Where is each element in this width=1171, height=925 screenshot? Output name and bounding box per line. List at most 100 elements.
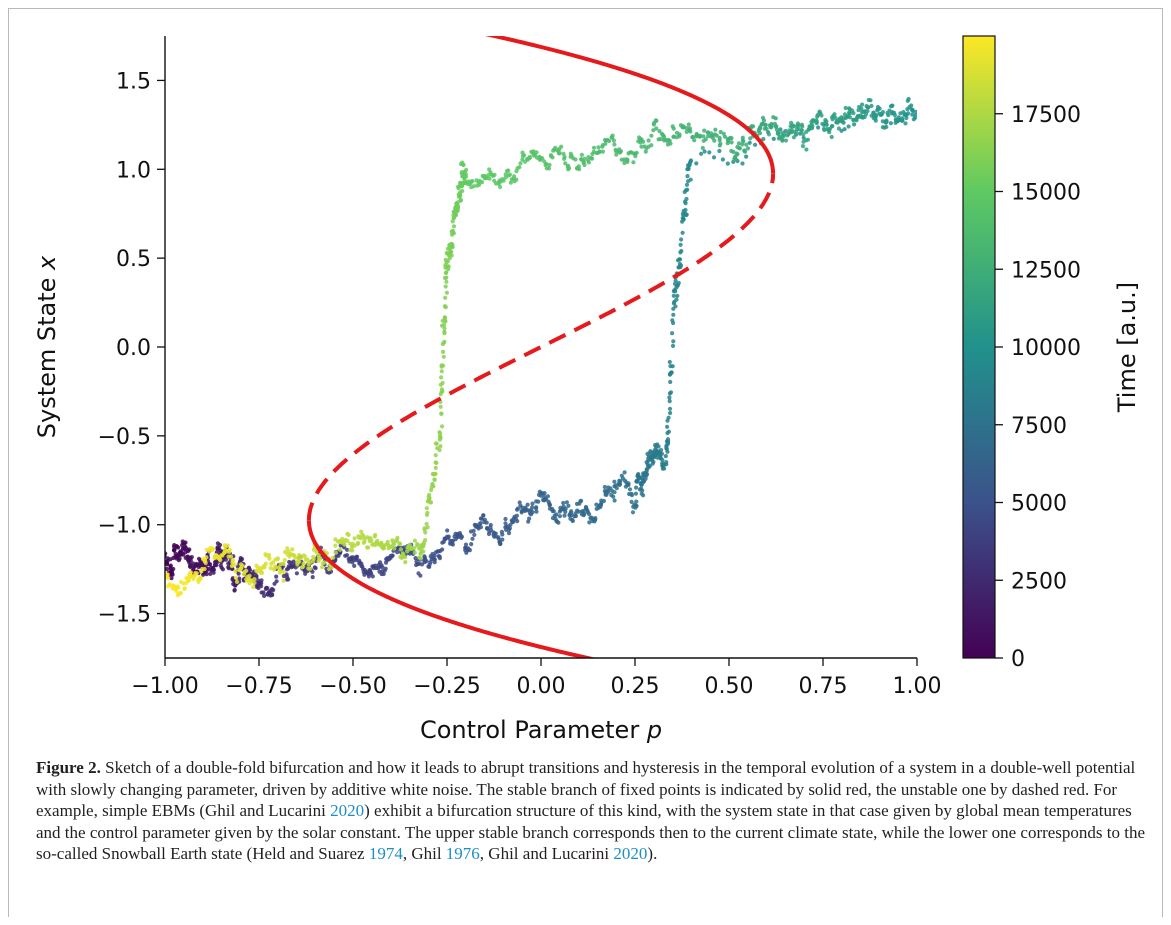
- trajectory-point: [478, 521, 483, 526]
- trajectory-point: [598, 503, 603, 508]
- trajectory-point: [668, 390, 674, 395]
- colorbar-ticks: 0 2500 5000 7500 10000 12500 15000 17500: [995, 103, 1081, 672]
- trajectory-point: [303, 571, 308, 576]
- trajectory-point: [300, 565, 305, 570]
- trajectory-point: [607, 138, 612, 144]
- trajectory-point: [692, 138, 697, 143]
- trajectory-point: [614, 152, 619, 157]
- trajectory-point: [590, 151, 595, 157]
- trajectory-point: [902, 112, 907, 117]
- trajectory-point: [451, 224, 457, 229]
- trajectory-point: [352, 536, 357, 541]
- trajectory-point: [171, 566, 176, 572]
- trajectory-point: [346, 532, 351, 538]
- trajectory-point: [675, 283, 681, 288]
- trajectory-point: [729, 148, 734, 154]
- citation-link[interactable]: 2020: [613, 844, 648, 864]
- trajectory-point: [506, 168, 511, 173]
- trajectory-point: [413, 556, 418, 561]
- trajectory-point: [640, 480, 646, 485]
- trajectory-point: [284, 572, 289, 577]
- citation-link[interactable]: 1974: [368, 844, 403, 864]
- trajectory-point: [472, 532, 477, 538]
- colorbar-tick-label: 15000: [1011, 181, 1081, 206]
- trajectory-point: [443, 295, 448, 300]
- trajectory-point: [766, 132, 772, 137]
- trajectory-point: [226, 554, 231, 559]
- trajectory-point: [636, 139, 641, 144]
- trajectory-point: [444, 279, 449, 284]
- trajectory-point: [642, 144, 647, 149]
- citation-link[interactable]: 2020: [330, 801, 365, 821]
- trajectory-point: [626, 482, 631, 487]
- trajectory-point: [629, 499, 634, 504]
- trajectory-point: [438, 444, 443, 449]
- trajectory-point: [566, 163, 571, 168]
- trajectory-point: [444, 290, 449, 295]
- x-tick-label: 0.00: [517, 674, 566, 699]
- trajectory-point: [506, 531, 512, 536]
- trajectory-point: [295, 560, 300, 565]
- trajectory-point: [631, 160, 636, 165]
- trajectory-point: [674, 297, 679, 302]
- trajectory-point: [444, 270, 449, 275]
- trajectory-point: [547, 503, 552, 508]
- trajectory-point: [234, 579, 240, 585]
- trajectory-point: [261, 590, 266, 595]
- trajectory-point: [589, 156, 595, 161]
- trajectory-point: [622, 160, 627, 166]
- trajectory-point: [566, 167, 571, 172]
- trajectory-point: [348, 541, 353, 546]
- trajectory-point: [281, 578, 286, 583]
- trajectory-point: [536, 499, 541, 504]
- trajectory-point: [720, 157, 726, 162]
- trajectory-point: [514, 169, 519, 174]
- caption-separator: , Ghil and Lucarini: [479, 844, 614, 864]
- trajectory-point: [451, 215, 456, 221]
- fixed-point-curve: [306, 36, 776, 658]
- trajectory-point: [656, 444, 661, 449]
- trajectory-point: [905, 98, 910, 103]
- trajectory-point: [843, 115, 848, 121]
- figure-caption: Figure 2. Sketch of a double-fold bifurc…: [36, 757, 1146, 865]
- trajectory-point: [622, 478, 628, 483]
- trajectory-point: [820, 121, 825, 126]
- trajectory-point: [843, 105, 848, 111]
- trajectory-point: [649, 455, 654, 460]
- trajectory-point: [726, 136, 731, 141]
- trajectory-point: [437, 554, 442, 559]
- trajectory-point: [439, 364, 444, 369]
- trajectory-point: [834, 118, 840, 124]
- trajectory-point: [212, 555, 217, 561]
- trajectory-point: [658, 136, 663, 142]
- trajectory-point: [709, 131, 714, 136]
- trajectory-point: [283, 549, 288, 555]
- trajectory-point: [618, 479, 623, 484]
- trajectory-point: [443, 257, 448, 262]
- y-tick-label: −1.0: [98, 514, 151, 539]
- trajectory-point: [446, 535, 451, 541]
- trajectory-point: [634, 485, 639, 490]
- trajectory-point: [702, 128, 707, 133]
- trajectory-point: [829, 134, 834, 140]
- trajectory-point: [306, 562, 311, 567]
- colorbar-tick-label: 5000: [1011, 492, 1067, 517]
- trajectory-point: [687, 126, 693, 131]
- trajectory-point: [530, 505, 535, 510]
- trajectory-point: [397, 541, 402, 546]
- colorbar-tick-label: 12500: [1011, 258, 1081, 283]
- trajectory-point: [278, 562, 283, 567]
- trajectory-point: [296, 556, 301, 561]
- trajectory-point: [259, 584, 264, 589]
- trajectory-point: [331, 555, 336, 560]
- citation-link[interactable]: 1976: [445, 844, 480, 864]
- trajectory-point: [740, 142, 745, 147]
- trajectory-point: [350, 560, 355, 565]
- figure-label: Figure 2.: [36, 758, 101, 777]
- trajectory-point: [443, 263, 448, 268]
- trajectory-point: [297, 552, 302, 558]
- colorbar-gradient: [962, 35, 996, 659]
- trajectory-point: [684, 196, 689, 202]
- trajectory-point: [637, 135, 642, 140]
- trajectory-point: [668, 410, 673, 416]
